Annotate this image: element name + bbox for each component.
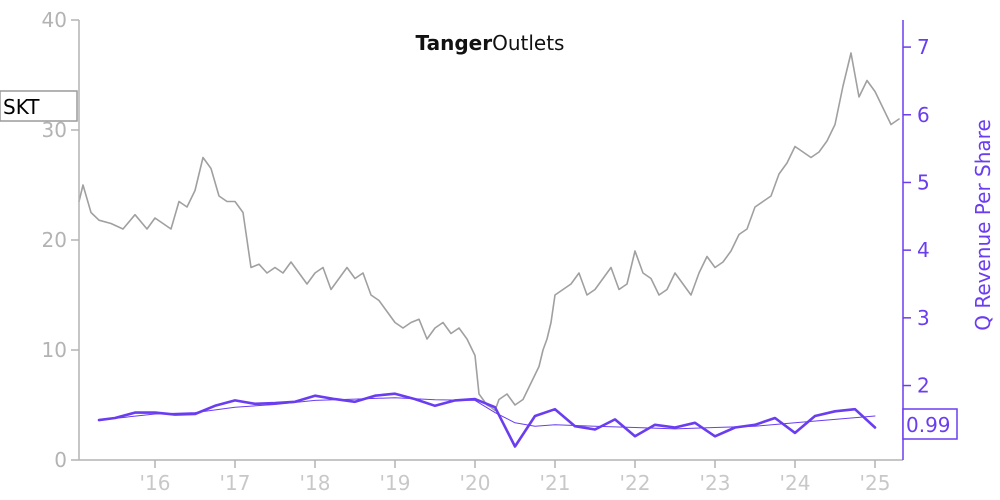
price-line — [78, 52, 900, 412]
y-right-tick-label: 4 — [917, 238, 930, 262]
x-tick-label: '16 — [140, 471, 171, 495]
value-badge — [902, 408, 958, 440]
y-axis-right-title: Q Revenue Per Share — [971, 119, 995, 331]
y-left-tick-label: 40 — [42, 8, 67, 32]
x-tick-label: '18 — [300, 471, 331, 495]
x-tick-label: '22 — [620, 471, 651, 495]
y-right-tick-label: 7 — [917, 35, 930, 59]
x-tick-label: '25 — [860, 471, 891, 495]
logo-light: Outlets — [492, 31, 564, 55]
x-tick-label: '24 — [780, 471, 811, 495]
revenue-per-share-line — [97, 392, 877, 448]
y-right-tick-label: 6 — [917, 103, 930, 127]
ticker-label: SKT — [3, 95, 40, 119]
ticker-badge — [0, 90, 78, 122]
y-right-tick-label: 5 — [917, 170, 930, 194]
x-tick-label: '23 — [700, 471, 731, 495]
x-tick-label: '17 — [220, 471, 251, 495]
logo-text: TangerOutlets — [416, 31, 565, 55]
logo-bold: Tanger — [416, 31, 493, 55]
x-tick-label: '20 — [460, 471, 491, 495]
y-left-tick-label: 20 — [42, 228, 67, 252]
x-tick-label: '21 — [540, 471, 571, 495]
y-left-tick-label: 10 — [42, 338, 67, 362]
y-left-tick-label: 30 — [42, 118, 67, 142]
y-left-tick-label: 0 — [54, 448, 67, 472]
value-badge-label: 0.99 — [906, 413, 951, 437]
x-tick-label: '19 — [380, 471, 411, 495]
y-right-tick-label: 3 — [917, 306, 930, 330]
revenue-per-share-trend-line — [98, 397, 876, 430]
y-right-tick-label: 2 — [917, 374, 930, 398]
